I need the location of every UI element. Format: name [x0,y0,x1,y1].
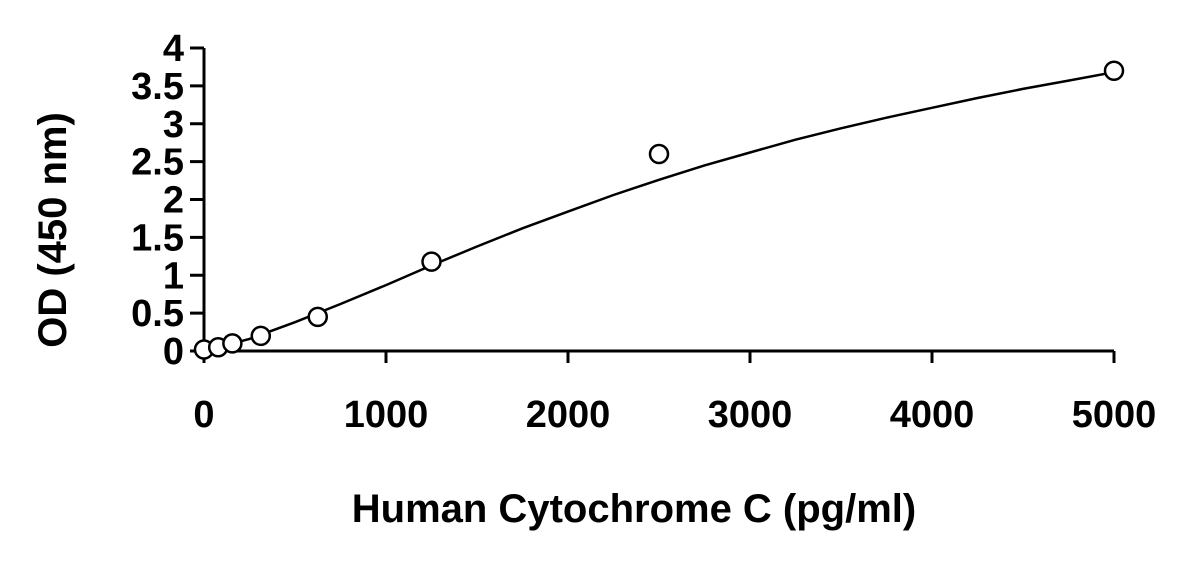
y-tick-label: 1 [163,255,184,297]
x-tick-label: 1000 [344,394,429,436]
axes-layer [202,48,1114,353]
y-axis-title: OD (450 nm) [31,112,75,348]
data-point [421,251,442,272]
x-tick-label: 0 [193,394,214,436]
x-axis-title: Human Cytochrome C (pg/ml) [352,487,916,531]
x-tick-label: 3000 [708,394,793,436]
y-ticks: 00.511.522.533.54 [131,28,204,373]
y-tick-label: 0 [163,331,184,373]
y-tick-label: 2.5 [131,142,184,184]
data-point [648,143,670,165]
y-tick-label: 4 [163,28,184,70]
data-point [222,333,243,354]
data-point [307,306,328,328]
data-point [1103,60,1125,81]
y-tick-label: 2 [163,180,184,222]
x-tick-label: 2000 [526,394,611,436]
fit-curve-layer [203,70,1115,353]
y-tick-label: 3.5 [131,66,184,108]
x-ticks: 0 1000 2000 3000 4000 5000 [193,351,1156,436]
y-tick-label: 1.5 [131,217,184,259]
x-tick-label: 4000 [890,394,975,436]
fit-curve [203,70,1115,353]
data-point [250,325,272,347]
data-points [193,60,1125,360]
x-tick-label: 5000 [1072,394,1157,436]
y-tick-label: 0.5 [131,293,184,335]
y-tick-label: 3 [163,104,184,146]
